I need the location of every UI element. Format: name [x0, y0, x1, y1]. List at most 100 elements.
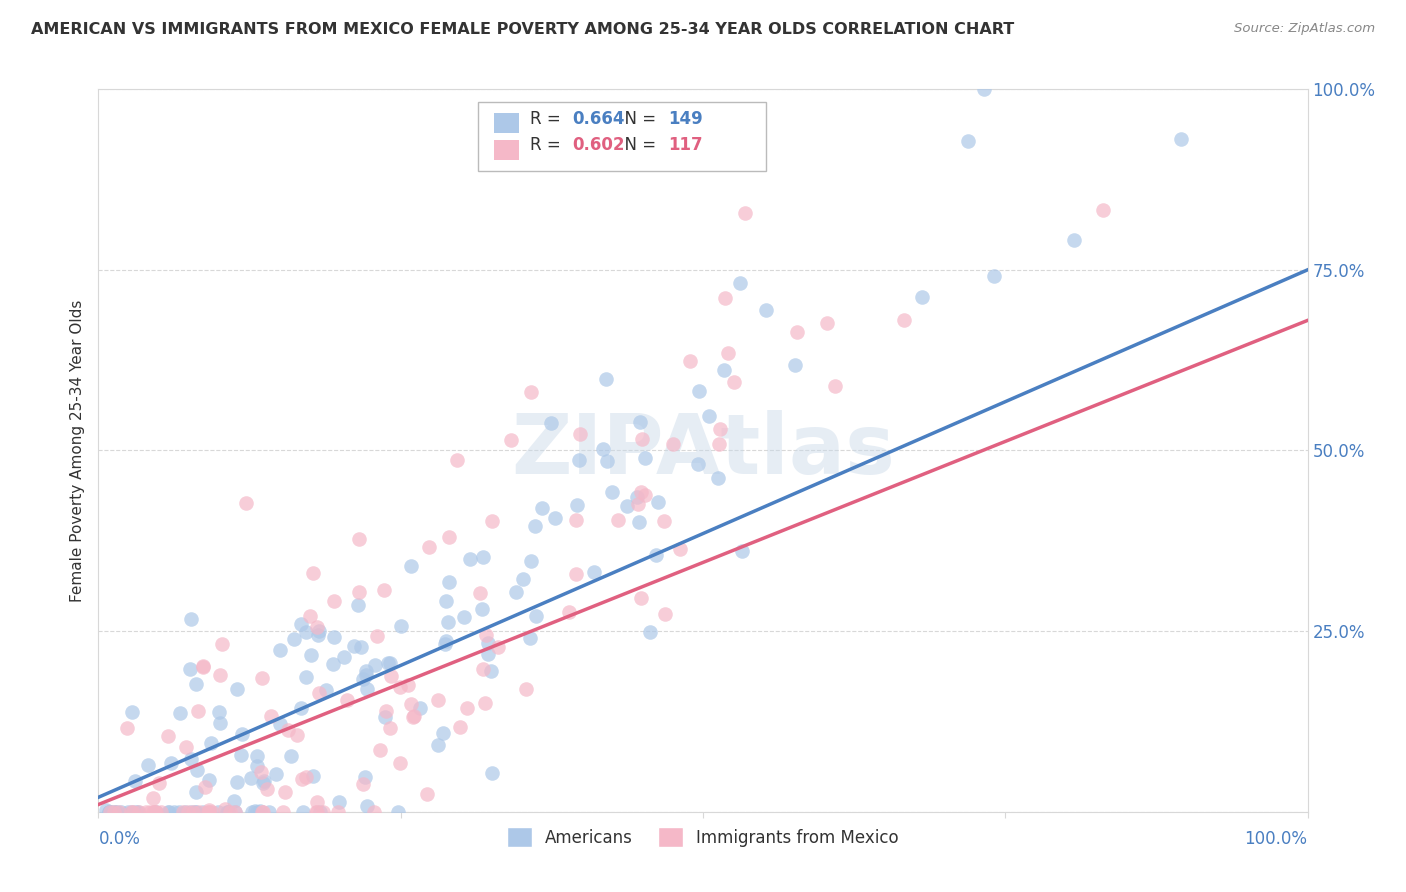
- Point: [105, 805, 128, 819]
- Point: [520, 554, 543, 568]
- Point: [98, 805, 121, 819]
- Point: [174, 805, 197, 819]
- Point: [290, 701, 312, 715]
- Point: [256, 782, 278, 797]
- Point: [520, 385, 543, 400]
- Point: [194, 780, 217, 795]
- Point: [453, 610, 475, 624]
- Point: [180, 612, 202, 626]
- Point: [531, 500, 554, 515]
- Point: [449, 720, 471, 734]
- Point: [592, 442, 614, 457]
- Point: [616, 499, 638, 513]
- Point: [911, 290, 934, 304]
- Point: [378, 721, 401, 735]
- Point: [305, 620, 328, 634]
- Point: [257, 805, 280, 819]
- Text: 149: 149: [668, 110, 703, 128]
- Point: [688, 384, 710, 399]
- Point: [644, 548, 666, 562]
- Point: [437, 575, 460, 590]
- Point: [172, 805, 194, 819]
- Point: [120, 805, 142, 819]
- Point: [409, 701, 432, 715]
- Point: [145, 805, 167, 819]
- Point: [730, 544, 752, 558]
- Text: 0.0%: 0.0%: [98, 830, 141, 847]
- Point: [136, 758, 159, 772]
- Point: [544, 510, 567, 524]
- Point: [697, 409, 720, 423]
- Point: [350, 640, 373, 654]
- Point: [128, 805, 150, 819]
- Point: [512, 572, 534, 586]
- Point: [468, 586, 491, 600]
- Point: [208, 668, 231, 682]
- Point: [634, 450, 657, 465]
- Point: [142, 790, 165, 805]
- Point: [626, 490, 648, 504]
- Text: AMERICAN VS IMMIGRANTS FROM MEXICO FEMALE POVERTY AMONG 25-34 YEAR OLDS CORRELAT: AMERICAN VS IMMIGRANTS FROM MEXICO FEMAL…: [31, 22, 1014, 37]
- Point: [434, 594, 457, 608]
- Point: [260, 709, 283, 723]
- Point: [115, 721, 138, 735]
- Text: 0.602: 0.602: [572, 136, 624, 154]
- Point: [389, 756, 412, 771]
- Point: [333, 650, 356, 665]
- Point: [387, 805, 409, 819]
- Point: [600, 484, 623, 499]
- Point: [142, 805, 165, 819]
- Point: [198, 803, 221, 817]
- Point: [157, 805, 180, 819]
- Point: [191, 660, 214, 674]
- Point: [477, 636, 499, 650]
- Point: [515, 682, 537, 697]
- Point: [824, 379, 846, 393]
- Point: [707, 437, 730, 451]
- Point: [308, 624, 330, 638]
- Point: [647, 494, 669, 508]
- Point: [596, 454, 619, 468]
- Point: [184, 805, 207, 819]
- Point: [786, 326, 808, 340]
- Point: [347, 599, 370, 613]
- Point: [184, 805, 207, 819]
- Point: [723, 375, 745, 389]
- Point: [127, 805, 149, 819]
- Point: [103, 805, 125, 819]
- Point: [291, 772, 314, 786]
- Point: [638, 624, 661, 639]
- Point: [187, 704, 209, 718]
- Point: [707, 471, 730, 485]
- Point: [347, 532, 370, 546]
- Point: [98, 805, 121, 819]
- Point: [353, 770, 375, 784]
- Point: [1092, 202, 1115, 217]
- Point: [519, 631, 541, 645]
- Point: [472, 662, 495, 676]
- Point: [201, 805, 224, 819]
- Point: [246, 805, 269, 819]
- Point: [226, 775, 249, 789]
- Point: [323, 594, 346, 608]
- Point: [347, 584, 370, 599]
- Point: [125, 805, 148, 819]
- Point: [252, 805, 274, 819]
- Point: [295, 670, 318, 684]
- Point: [401, 698, 423, 712]
- Point: [1170, 131, 1192, 145]
- Point: [717, 346, 740, 360]
- Point: [475, 628, 498, 642]
- Point: [662, 437, 685, 451]
- Point: [211, 637, 233, 651]
- Point: [200, 736, 222, 750]
- Point: [418, 540, 440, 554]
- Point: [283, 632, 305, 646]
- Point: [305, 805, 328, 819]
- Point: [783, 358, 806, 372]
- Point: [627, 497, 650, 511]
- Point: [630, 484, 652, 499]
- Point: [679, 354, 702, 368]
- Point: [143, 805, 166, 819]
- Point: [197, 805, 219, 819]
